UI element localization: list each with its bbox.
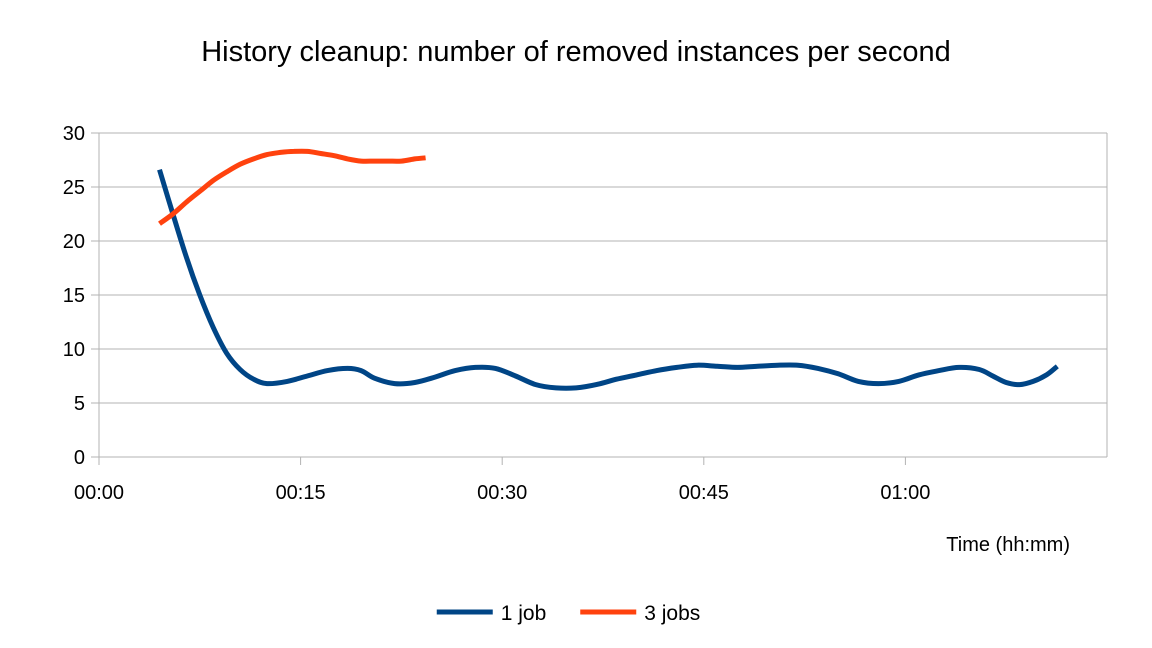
x-tick-label: 00:15 — [276, 482, 326, 504]
legend-entry-2: 3 jobs — [580, 602, 700, 625]
y-tick-label: 5 — [74, 393, 85, 415]
x-axis-label: Time (hh:mm) — [946, 534, 1070, 556]
x-tick-label: 00:00 — [74, 482, 124, 504]
legend-entry-1: 1 job — [436, 602, 547, 625]
axes: 0 5 10 15 20 25 30 00:00 00:15 00:30 00:45 01:00 — [63, 123, 931, 504]
y-tick-label: 25 — [63, 177, 85, 199]
y-tick-label: 20 — [63, 231, 85, 253]
y-tick-label: 15 — [63, 285, 85, 307]
y-tick-label: 10 — [63, 339, 85, 361]
y-tick-label: 30 — [63, 123, 85, 145]
series-line-1 — [157, 168, 1059, 391]
x-tick-label: 00:45 — [679, 482, 729, 504]
series-line-2 — [158, 148, 426, 226]
x-tick-label: 00:30 — [477, 482, 527, 504]
legend-label: 1 job — [501, 602, 547, 625]
x-tick-label: 01:00 — [880, 482, 930, 504]
series-lines — [157, 148, 1059, 391]
legend-label: 3 jobs — [644, 602, 700, 625]
chart-title: History cleanup: number of removed insta… — [201, 36, 951, 68]
y-tick-label: 0 — [74, 447, 85, 469]
legend: 1 job 3 jobs — [436, 602, 700, 625]
gridlines — [99, 132, 1108, 458]
